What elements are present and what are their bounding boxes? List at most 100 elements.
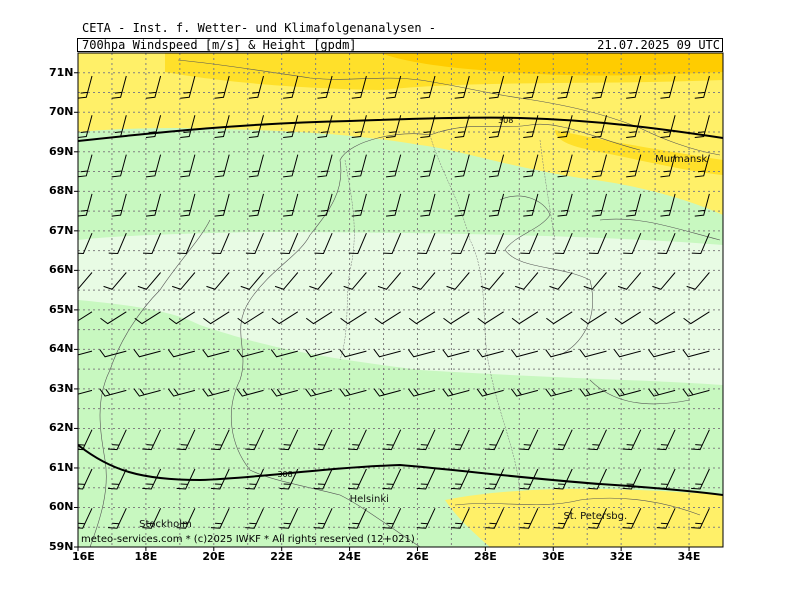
wind-barb (167, 388, 196, 397)
wind-barb (351, 193, 367, 217)
wind-barb (510, 349, 539, 358)
wind-barb (313, 468, 333, 490)
wind-barb (172, 272, 196, 290)
wind-barb (283, 154, 299, 178)
wind-barb (515, 272, 539, 290)
lat-label: 59N (49, 540, 74, 553)
wind-barb (348, 429, 367, 451)
wind-barb (78, 311, 93, 322)
city-label: Helsinki (349, 493, 389, 505)
wind-barb (340, 311, 367, 325)
wind-barb (557, 193, 573, 217)
lat-label: 70N (49, 105, 74, 119)
wind-barb (420, 193, 436, 217)
wind-barb (454, 115, 470, 139)
lat-label: 63N (49, 381, 74, 395)
wind-barb (180, 154, 196, 178)
lat-label: 68N (49, 184, 74, 198)
wind-barb (313, 429, 333, 451)
wind-barb (271, 311, 299, 325)
wind-barb (557, 115, 573, 139)
height-contour-north (78, 116, 723, 142)
lat-label: 61N (49, 460, 74, 474)
wind-barb (682, 349, 710, 358)
wind-barb (660, 154, 676, 178)
wind-barb (622, 429, 642, 451)
wind-barb (248, 75, 264, 99)
wind-barb (133, 388, 161, 397)
wind-barb (519, 468, 539, 490)
wind-barb (245, 429, 264, 451)
map-frame (77, 52, 724, 548)
wind-barb (78, 75, 93, 99)
wind-barb (202, 349, 230, 358)
wind-barb (78, 233, 93, 254)
wind-barb (579, 388, 607, 397)
wind-barb (377, 272, 402, 290)
lon-label: 22E (270, 550, 294, 563)
wind-barb (476, 349, 504, 358)
wind-barb (214, 115, 230, 139)
wind-barb (660, 75, 676, 99)
wind-barb (694, 115, 710, 139)
wind-barb (374, 311, 401, 325)
wind-barb (111, 75, 127, 99)
wind-barb (107, 468, 127, 490)
wind-barb (142, 233, 162, 254)
wind-barb (545, 388, 573, 397)
wind-barb (648, 388, 676, 397)
lat-label: 62N (49, 421, 74, 435)
wind-barb (248, 154, 264, 178)
wind-barb (210, 468, 230, 490)
wind-barb (408, 349, 436, 358)
wind-barb (78, 389, 93, 395)
wind-barb (450, 508, 470, 529)
lon-label: 30E (541, 550, 565, 563)
wind-barb (386, 154, 402, 178)
wind-barb (691, 508, 710, 529)
city-label: St. Petersbg. (563, 511, 628, 523)
wind-barb (691, 429, 710, 451)
wind-barb (279, 429, 299, 451)
wind-barb (78, 115, 93, 138)
wind-barb (557, 75, 573, 99)
wind-barb (420, 75, 436, 99)
wind-barb (373, 388, 401, 397)
wind-barb (99, 349, 127, 358)
wind-barb (626, 154, 642, 178)
wind-barb (210, 429, 230, 451)
wind-barb (270, 349, 298, 358)
wind-barb (133, 349, 161, 358)
wind-barb (210, 508, 230, 529)
wind-barb (454, 154, 470, 178)
wind-barb (237, 311, 264, 325)
wind-barb (450, 468, 470, 490)
wind-barb (480, 272, 504, 290)
wind-barb (348, 468, 367, 490)
wind-barb (382, 468, 402, 490)
wind-barb (591, 193, 607, 217)
wind-barb (383, 233, 402, 254)
wind-barb (111, 193, 127, 217)
wind-barb (78, 468, 93, 490)
wind-barb (682, 388, 710, 397)
wind-barb (511, 311, 539, 325)
wind-barb (622, 468, 642, 490)
wind-barb (176, 508, 196, 529)
wind-barb (520, 233, 539, 254)
wind-barb (134, 311, 161, 325)
wind-barb (177, 548, 195, 568)
wind-barb (583, 272, 607, 290)
wind-barb (214, 154, 230, 178)
wind-barb (694, 75, 710, 99)
wind-barb (553, 508, 573, 529)
wind-barb (488, 154, 505, 178)
wind-barb (613, 388, 641, 397)
wind-barb (476, 388, 504, 397)
wind-barb (450, 429, 470, 451)
wind-barb (657, 233, 676, 254)
wind-barb (580, 311, 607, 325)
lat-label: 60N (49, 500, 74, 514)
height-contour-south (78, 444, 723, 496)
